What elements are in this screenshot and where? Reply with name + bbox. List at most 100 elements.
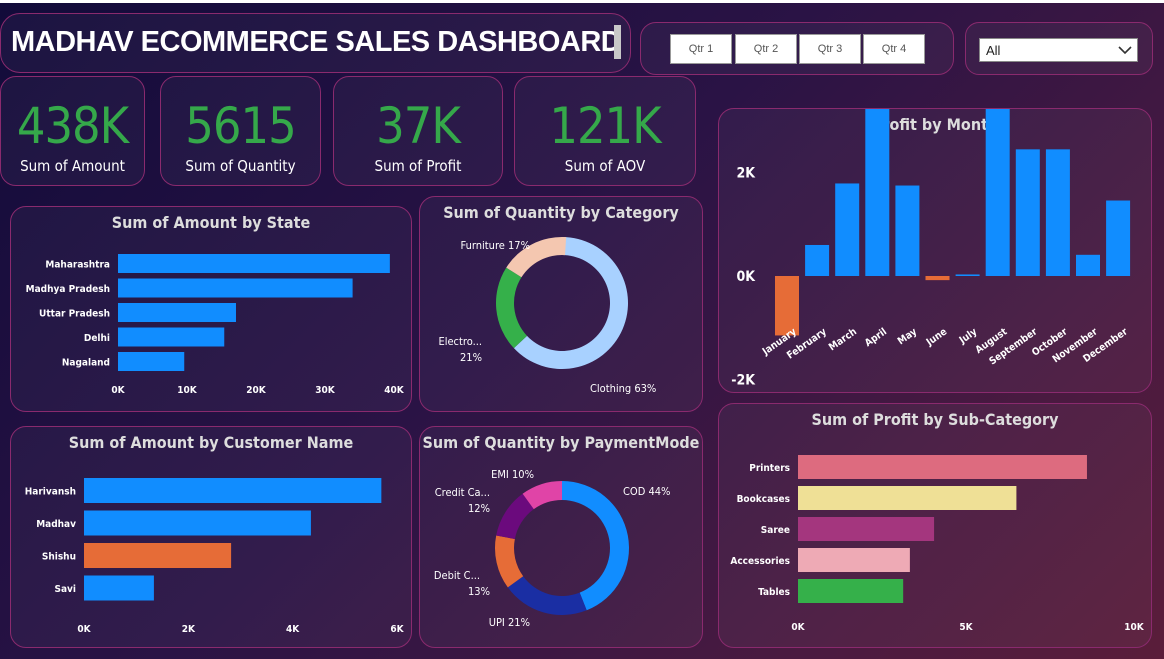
top-strip: [0, 0, 1164, 3]
dropdown-value: All: [986, 43, 1001, 58]
page-title: MADHAV ECOMMERCE SALES DASHBOARD: [11, 26, 622, 58]
kpi-value: 5615: [185, 97, 296, 155]
kpi-label: Sum of Quantity: [185, 157, 296, 175]
slice-label: Credit Ca...: [435, 486, 490, 499]
tick-label: -2K: [731, 372, 756, 388]
tick-label: 40K: [384, 385, 405, 396]
slice-label: Furniture 17%: [461, 239, 530, 252]
tick-label: 2K: [182, 624, 196, 635]
bar: [118, 254, 390, 273]
donut-slice: [522, 481, 562, 510]
state-chart-panel: Sum of Amount by State Maharashtra Madhya…: [10, 206, 412, 412]
chart-title: Sum of Amount by Customer Name: [68, 433, 354, 452]
bar: [798, 486, 1017, 510]
bar: [798, 579, 904, 603]
slice-label: 21%: [460, 351, 482, 364]
bar: [84, 543, 232, 568]
qtr4-button[interactable]: Qtr 4: [863, 34, 925, 64]
month-label: April: [863, 326, 889, 349]
month-chart-panel: Profit by Month -2K0K2K4KJanuaryFebruary…: [718, 108, 1152, 393]
bar: [865, 109, 890, 276]
category-chart-panel: Sum of Quantity by Category Clothing 63%…: [419, 196, 703, 412]
donut-slice: [495, 535, 524, 588]
bar: [955, 274, 980, 276]
title-panel: MADHAV ECOMMERCE SALES DASHBOARD: [0, 13, 631, 73]
bar: [798, 517, 935, 541]
slice-label: Debit C...: [434, 569, 480, 582]
month-bar-chart: -2K0K2K4KJanuaryFebruaryMarchAprilMayJun…: [731, 109, 1131, 388]
tick-label: 0K: [736, 269, 756, 285]
qtr3-button[interactable]: Qtr 3: [799, 34, 861, 64]
bar: [1076, 254, 1100, 276]
donut-slice: [513, 237, 628, 369]
bar: [1106, 200, 1131, 276]
bar: [118, 352, 185, 371]
customer-chart-panel: Sum of Amount by Customer Name Harivansh…: [10, 426, 412, 648]
month-label: March: [827, 326, 859, 353]
quarter-slicer: Qtr 1 Qtr 2 Qtr 3 Qtr 4: [640, 22, 954, 75]
text-cursor: [614, 25, 621, 59]
category-label: Delhi: [84, 333, 110, 344]
bar: [798, 548, 910, 572]
kpi-value: 438K: [16, 97, 129, 155]
bar: [84, 575, 154, 601]
bar: [925, 276, 950, 281]
kpi-label: Sum of Amount: [20, 157, 125, 175]
month-label: June: [924, 326, 949, 348]
tick-label: 2K: [736, 166, 756, 182]
kpi-card-quantity: 5615 Sum of Quantity: [160, 76, 321, 186]
chart-title: Sum of Quantity by Category: [443, 203, 679, 222]
kpi-card-amount: 438K Sum of Amount: [0, 76, 145, 186]
qtr2-button[interactable]: Qtr 2: [735, 34, 797, 64]
bar: [1015, 149, 1040, 276]
slice-label: 13%: [468, 585, 490, 598]
donut-slice: [562, 481, 629, 611]
bar: [835, 183, 860, 276]
category-label: Madhav: [36, 519, 76, 530]
chart-title: Sum of Profit by Sub-Category: [811, 410, 1059, 429]
tick-label: 0K: [77, 624, 91, 635]
qtr1-button[interactable]: Qtr 1: [670, 34, 732, 64]
bar: [798, 455, 1087, 479]
category-label: Saree: [761, 525, 790, 536]
category-label: Savi: [55, 584, 77, 595]
tick-label: 0K: [111, 385, 125, 396]
bar: [985, 109, 1010, 276]
chevron-down-icon: [1118, 46, 1132, 55]
slice-label: COD 44%: [623, 485, 670, 498]
kpi-label: Sum of AOV: [564, 157, 646, 175]
bar: [118, 278, 353, 298]
slice-label: Electro...: [438, 335, 482, 348]
donut-slice: [506, 237, 567, 278]
bar: [118, 303, 236, 322]
kpi-value: 121K: [549, 97, 661, 155]
slice-label: EMI 10%: [491, 468, 534, 481]
bar: [805, 244, 830, 276]
donut-slice: [507, 576, 587, 615]
category-label: Bookcases: [737, 494, 790, 505]
tick-label: 0K: [791, 622, 805, 633]
tick-label: 20K: [246, 385, 267, 396]
kpi-card-aov: 121K Sum of AOV: [514, 76, 696, 186]
category-label: Printers: [749, 463, 790, 474]
donut-slice: [496, 493, 534, 540]
chart-title: Sum of Quantity by PaymentMode: [422, 433, 700, 452]
tick-label: 4K: [286, 624, 300, 635]
category-donut-chart: Clothing 63% Electro... 21% Furniture 17%: [438, 237, 656, 395]
filter-dropdown[interactable]: All: [979, 38, 1138, 62]
kpi-label: Sum of Profit: [374, 157, 462, 175]
donut-slice: [496, 267, 528, 349]
category-label: Harivansh: [25, 487, 76, 498]
kpi-card-profit: 37K Sum of Profit: [333, 76, 503, 186]
dropdown-slicer: All: [965, 22, 1153, 75]
category-label: Accessories: [730, 556, 790, 567]
slice-label: UPI 21%: [489, 616, 530, 629]
tick-label: 10K: [177, 385, 198, 396]
subcat-bar-chart: Printers Bookcases Saree Accessories Tables 0…: [730, 455, 1145, 633]
tick-label: 6K: [390, 624, 404, 635]
chart-title: Profit by Month: [871, 115, 999, 134]
payment-donut-chart: COD 44% UPI 21% Debit C... 13% Credit Ca... 1…: [434, 468, 671, 629]
bar: [1045, 149, 1070, 276]
category-label: Nagaland: [62, 358, 110, 369]
bar: [895, 185, 920, 276]
